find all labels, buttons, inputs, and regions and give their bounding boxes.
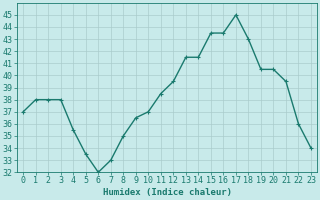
X-axis label: Humidex (Indice chaleur): Humidex (Indice chaleur) bbox=[103, 188, 232, 197]
